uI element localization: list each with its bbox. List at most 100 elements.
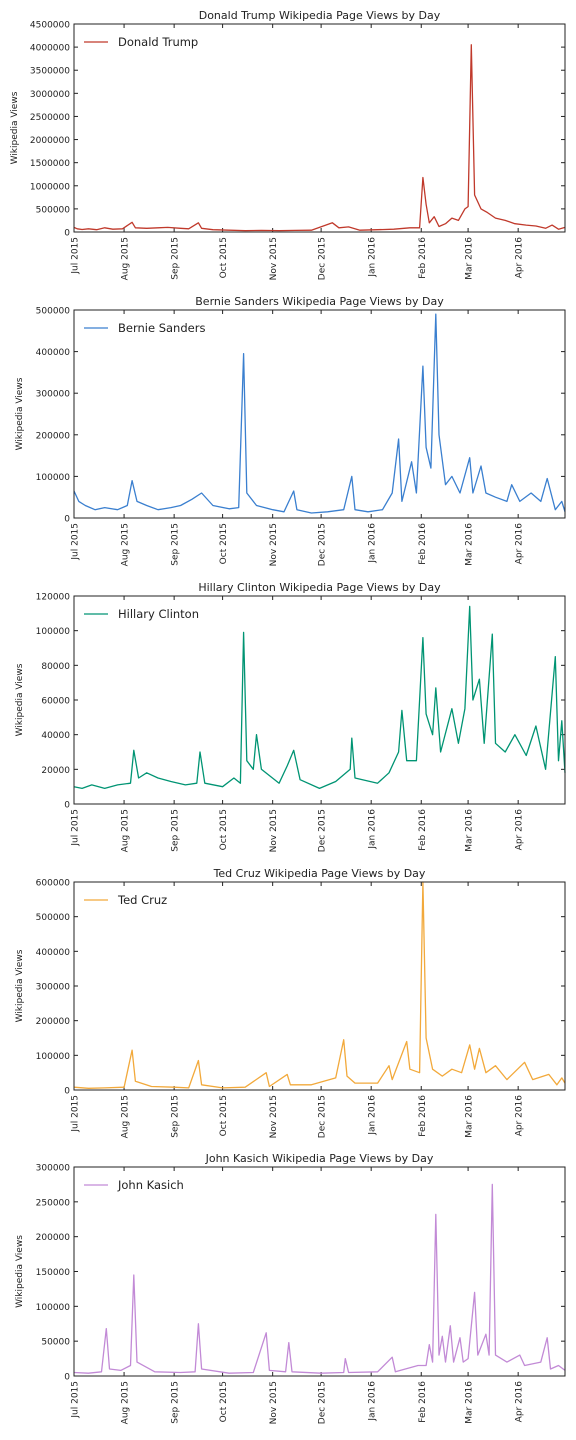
y-tick-label-sanders: 0	[64, 515, 70, 525]
x-tick-label-kasich: Mar 2016	[465, 1381, 475, 1424]
y-tick-label-trump: 2000000	[30, 136, 70, 146]
y-axis-label-clinton: Wikipedia Views	[15, 663, 25, 736]
y-axis-label-kasich: Wikipedia Views	[15, 1235, 25, 1308]
x-tick-label-sanders: Jul 2015	[71, 523, 81, 561]
x-tick-label-cruz: Jan 2016	[368, 1095, 378, 1136]
x-tick-label-clinton: Sep 2015	[171, 809, 181, 852]
x-tick-label-cruz: Oct 2015	[219, 1095, 229, 1136]
y-tick-label-trump: 500000	[36, 205, 71, 215]
x-tick-label-kasich: Jul 2015	[71, 1381, 81, 1419]
x-tick-label-kasich: Feb 2016	[418, 1381, 428, 1423]
y-axis-label-cruz: Wikipedia Views	[15, 949, 25, 1022]
y-tick-label-cruz: 600000	[36, 879, 71, 889]
y-tick-label-trump: 1000000	[30, 182, 70, 192]
chart-title-kasich: John Kasich Wikipedia Page Views by Day	[205, 1152, 434, 1165]
x-tick-label-cruz: Dec 2015	[318, 1095, 328, 1138]
x-tick-label-sanders: Aug 2015	[121, 523, 131, 566]
x-tick-label-trump: Aug 2015	[121, 237, 131, 280]
y-tick-label-kasich: 150000	[36, 1268, 71, 1278]
plot-frame-kasich	[73, 1166, 566, 1377]
y-tick-label-sanders: 300000	[36, 390, 71, 400]
x-tick-label-trump: Nov 2015	[269, 237, 279, 280]
x-tick-label-cruz: Nov 2015	[269, 1095, 279, 1138]
x-tick-label-cruz: Mar 2016	[465, 1095, 475, 1138]
legend-label-trump: Donald Trump	[118, 35, 198, 49]
x-tick-label-trump: Oct 2015	[219, 237, 229, 278]
y-tick-label-sanders: 200000	[36, 431, 71, 441]
y-axis-label-trump: Wikipedia Views	[10, 91, 20, 164]
x-tick-label-sanders: Apr 2016	[515, 523, 525, 565]
y-tick-label-cruz: 0	[64, 1087, 70, 1097]
chart-trump: Donald Trump Wikipedia Page Views by Day…	[10, 9, 566, 280]
x-tick-label-sanders: Mar 2016	[465, 523, 475, 566]
chart-title-clinton: Hillary Clinton Wikipedia Page Views by …	[198, 581, 441, 594]
chart-title-cruz: Ted Cruz Wikipedia Page Views by Day	[213, 867, 426, 880]
x-tick-label-trump: Apr 2016	[515, 237, 525, 279]
x-tick-label-clinton: Dec 2015	[318, 809, 328, 852]
y-tick-label-trump: 4500000	[30, 21, 70, 31]
x-tick-label-trump: Jan 2016	[368, 237, 378, 278]
x-tick-label-sanders: Feb 2016	[418, 523, 428, 565]
x-tick-label-trump: Dec 2015	[318, 237, 328, 280]
y-tick-label-sanders: 500000	[36, 307, 71, 317]
y-tick-label-trump: 1500000	[30, 159, 70, 169]
x-tick-label-clinton: Oct 2015	[219, 809, 229, 850]
y-tick-label-clinton: 100000	[36, 627, 71, 637]
x-tick-label-sanders: Jan 2016	[368, 523, 378, 564]
y-tick-label-kasich: 300000	[36, 1164, 71, 1174]
x-tick-label-clinton: Jul 2015	[71, 809, 81, 847]
x-tick-label-kasich: Jan 2016	[368, 1381, 378, 1422]
x-tick-label-sanders: Sep 2015	[171, 523, 181, 566]
x-tick-label-trump: Feb 2016	[418, 237, 428, 279]
legend-label-sanders: Bernie Sanders	[118, 321, 205, 335]
y-tick-label-cruz: 400000	[36, 948, 71, 958]
series-line-clinton	[73, 605, 566, 790]
x-tick-label-clinton: Aug 2015	[121, 809, 131, 852]
x-tick-label-clinton: Feb 2016	[418, 809, 428, 851]
y-tick-label-cruz: 500000	[36, 913, 71, 923]
series-line-kasich	[73, 1183, 566, 1374]
y-tick-label-kasich: 0	[64, 1373, 70, 1383]
y-tick-label-cruz: 300000	[36, 983, 71, 993]
y-tick-label-clinton: 120000	[36, 593, 71, 603]
y-tick-label-clinton: 0	[64, 801, 70, 811]
x-tick-label-sanders: Oct 2015	[219, 523, 229, 564]
chart-sanders: Bernie Sanders Wikipedia Page Views by D…	[15, 295, 566, 566]
y-tick-label-kasich: 50000	[41, 1338, 70, 1348]
x-tick-label-clinton: Mar 2016	[465, 809, 475, 852]
x-tick-label-trump: Sep 2015	[171, 237, 181, 280]
y-tick-label-trump: 0	[64, 229, 70, 239]
x-tick-label-cruz: Feb 2016	[418, 1095, 428, 1137]
x-tick-label-cruz: Jul 2015	[71, 1095, 81, 1133]
plot-frame-sanders	[73, 309, 566, 519]
y-tick-label-clinton: 80000	[41, 662, 70, 672]
series-line-trump	[73, 44, 566, 232]
x-tick-label-clinton: Apr 2016	[515, 809, 525, 851]
x-tick-label-trump: Mar 2016	[465, 237, 475, 280]
y-tick-label-clinton: 60000	[41, 697, 70, 707]
x-tick-label-kasich: Aug 2015	[121, 1381, 131, 1424]
y-tick-label-sanders: 100000	[36, 473, 71, 483]
chart-cruz: Ted Cruz Wikipedia Page Views by Day Wiki…	[15, 867, 566, 1138]
y-tick-label-clinton: 20000	[41, 766, 70, 776]
x-tick-label-kasich: Apr 2016	[515, 1381, 525, 1423]
x-tick-label-cruz: Apr 2016	[515, 1095, 525, 1137]
chart-title-sanders: Bernie Sanders Wikipedia Page Views by D…	[195, 295, 444, 308]
x-tick-label-cruz: Aug 2015	[121, 1095, 131, 1138]
x-tick-label-clinton: Jan 2016	[368, 809, 378, 850]
y-tick-label-trump: 4000000	[30, 44, 70, 54]
series-line-cruz	[73, 881, 566, 1089]
x-tick-label-kasich: Oct 2015	[219, 1381, 229, 1422]
y-tick-label-kasich: 200000	[36, 1233, 71, 1243]
plot-frame-cruz	[73, 881, 566, 1091]
y-tick-label-trump: 3000000	[30, 90, 70, 100]
x-tick-label-cruz: Sep 2015	[171, 1095, 181, 1138]
chart-kasich: John Kasich Wikipedia Page Views by Day W…	[15, 1152, 566, 1424]
legend-label-clinton: Hillary Clinton	[118, 607, 199, 621]
chart-title-trump: Donald Trump Wikipedia Page Views by Day	[199, 9, 441, 22]
y-tick-label-kasich: 100000	[36, 1303, 71, 1313]
y-tick-label-kasich: 250000	[36, 1198, 71, 1208]
x-tick-label-kasich: Sep 2015	[171, 1381, 181, 1424]
y-axis-label-sanders: Wikipedia Views	[15, 377, 25, 450]
